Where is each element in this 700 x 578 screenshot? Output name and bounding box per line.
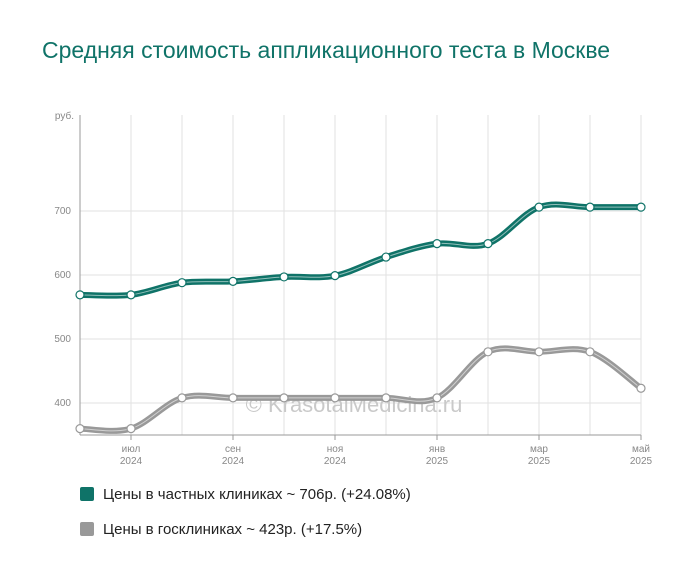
- series-line-highlight-public: [79, 347, 642, 432]
- x-tick-year: 2024: [324, 456, 347, 467]
- y-tick-label: 400: [54, 398, 71, 409]
- x-tick-year: 2024: [120, 456, 143, 467]
- x-tick-year: 2025: [528, 456, 551, 467]
- series-lines: [77, 201, 644, 434]
- data-point-public[interactable]: [534, 347, 544, 357]
- legend-item-public[interactable]: Цены в госклиниках ~ 423р. (+17.5%): [80, 519, 362, 539]
- data-point-private[interactable]: [126, 290, 136, 300]
- data-point-public[interactable]: [483, 347, 493, 357]
- data-point-public[interactable]: [330, 393, 340, 403]
- x-tick-month: янв: [429, 444, 445, 455]
- data-point-private[interactable]: [381, 252, 391, 262]
- data-point-private[interactable]: [534, 202, 544, 212]
- legend-label-public: Цены в госклиниках ~ 423р. (+17.5%): [103, 520, 363, 538]
- data-point-public[interactable]: [177, 393, 187, 403]
- y-tick-label: 500: [54, 334, 71, 345]
- data-point-public[interactable]: [432, 393, 442, 403]
- data-point-public[interactable]: [75, 424, 85, 434]
- data-point-private[interactable]: [432, 239, 442, 249]
- x-tick-month: мар: [530, 444, 548, 455]
- axes: 400500600700руб.июл2024сен2024ноя2024янв…: [54, 110, 652, 467]
- data-point-public[interactable]: [126, 424, 136, 434]
- legend-label-private: Цены в частных клиниках ~ 706р. (+24.08%…: [103, 485, 411, 503]
- data-point-private[interactable]: [228, 276, 238, 286]
- x-tick-month: июл: [122, 444, 141, 455]
- series-line-highlight-private: [79, 203, 641, 297]
- data-point-public[interactable]: [585, 347, 595, 357]
- data-point-private[interactable]: [636, 202, 646, 212]
- data-point-private[interactable]: [279, 272, 289, 282]
- legend-swatch-public: [80, 522, 94, 536]
- x-tick-month: сен: [225, 444, 241, 455]
- y-axis-label: руб.: [55, 110, 74, 122]
- data-point-public[interactable]: [279, 393, 289, 403]
- data-point-public[interactable]: [636, 383, 646, 393]
- x-tick-year: 2025: [426, 456, 449, 467]
- data-point-private[interactable]: [75, 290, 85, 300]
- chart-title: Средняя стоимость аппликационного теста …: [42, 37, 611, 63]
- data-point-private[interactable]: [177, 278, 187, 288]
- data-point-public[interactable]: [381, 393, 391, 403]
- series-line-private: [77, 201, 644, 299]
- legend-item-private[interactable]: Цены в частных клиниках ~ 706р. (+24.08%…: [80, 484, 411, 504]
- x-tick-year: 2024: [222, 456, 245, 467]
- data-point-private[interactable]: [585, 202, 595, 212]
- y-tick-label: 700: [54, 206, 71, 217]
- data-point-public[interactable]: [228, 393, 238, 403]
- x-tick-month: ноя: [327, 444, 344, 455]
- series-line-public: [77, 345, 644, 434]
- x-tick-month: май: [632, 444, 650, 455]
- y-tick-label: 600: [54, 270, 71, 281]
- series-points: [75, 202, 646, 434]
- grid: [79, 115, 642, 435]
- data-point-private[interactable]: [330, 271, 340, 281]
- data-point-private[interactable]: [483, 239, 493, 249]
- legend-swatch-private: [80, 487, 94, 501]
- x-tick-year: 2025: [630, 456, 653, 467]
